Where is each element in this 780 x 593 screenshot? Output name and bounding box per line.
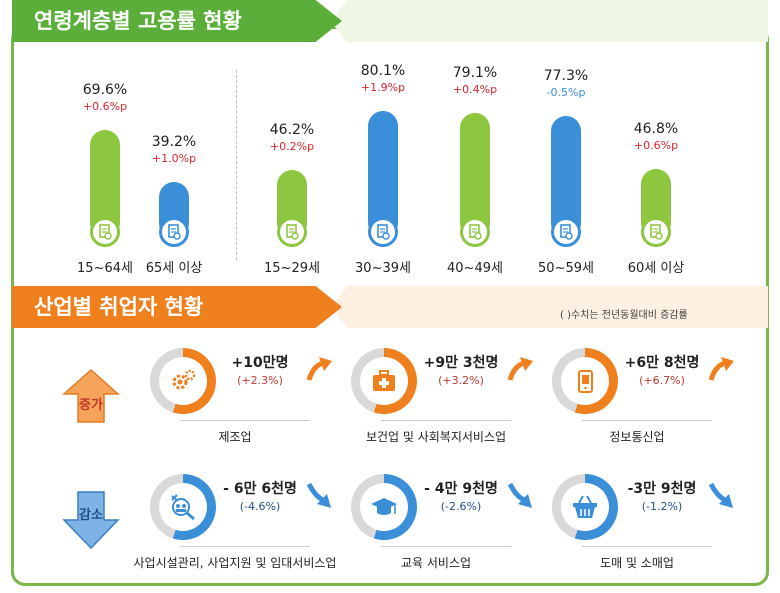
change-label: +0.2%p bbox=[269, 140, 315, 153]
increase-change: (+3.2%) bbox=[438, 374, 484, 387]
increase-ring-0 bbox=[150, 348, 216, 414]
people-search-icon bbox=[159, 483, 207, 531]
category-label: 40~49세 bbox=[447, 261, 503, 276]
increase-change: (+2.3%) bbox=[237, 374, 283, 387]
bar-label-group: 77.3% -0.5%p bbox=[526, 68, 606, 99]
bar-3 bbox=[368, 111, 398, 238]
report-icon bbox=[460, 217, 490, 247]
decrease-label: 감소 bbox=[79, 508, 103, 523]
increase-change: (+6.7%) bbox=[639, 374, 685, 387]
decrease-change: (-4.6%) bbox=[239, 500, 281, 513]
trend-down-icon bbox=[305, 480, 335, 516]
decrease-value: - 4만 9천명 bbox=[424, 481, 498, 497]
separator-line bbox=[180, 420, 310, 421]
separator-line bbox=[381, 546, 511, 547]
up-arrow-icon bbox=[62, 368, 120, 423]
decrease-ring-1 bbox=[351, 474, 417, 540]
report-icon bbox=[90, 217, 120, 247]
category-label: 65세 이상 bbox=[145, 261, 203, 276]
increase-industry-name: 보건업 및 사회복지서비스업 bbox=[365, 430, 507, 444]
increase-value: +9만 3천명 bbox=[423, 355, 499, 371]
decrease-industry-name: 교육 서비스업 bbox=[400, 556, 472, 570]
decrease-change: (-2.6%) bbox=[440, 500, 482, 513]
increase-value: +6만 8천명 bbox=[624, 355, 700, 371]
banner2-strip bbox=[330, 286, 768, 328]
value-label: 77.3% bbox=[543, 68, 589, 84]
separator-line bbox=[381, 420, 511, 421]
gear-icon bbox=[159, 357, 207, 405]
change-label: -0.5%p bbox=[546, 86, 586, 99]
group-divider bbox=[236, 70, 237, 260]
decrease-value: -3만 9천명 bbox=[627, 481, 697, 497]
change-label: +0.6%p bbox=[633, 139, 679, 152]
category-label: 60세 이상 bbox=[627, 261, 685, 276]
bar-label-group: 46.2% +0.2%p bbox=[252, 122, 332, 153]
value-label: 80.1% bbox=[360, 63, 406, 79]
change-label: +0.6%p bbox=[82, 100, 128, 113]
bar-label-group: 39.2% +1.0%p bbox=[134, 134, 214, 165]
report-icon bbox=[159, 217, 189, 247]
section1-title: 연령계층별 고용률 현황 bbox=[12, 0, 342, 42]
decrease-ring-2 bbox=[552, 474, 618, 540]
change-label: +0.4%p bbox=[452, 83, 498, 96]
category-label: 30~39세 bbox=[355, 261, 411, 276]
report-icon bbox=[368, 217, 398, 247]
smartphone-icon bbox=[561, 357, 609, 405]
trend-up-icon bbox=[707, 354, 737, 388]
decrease-change: (-1.2%) bbox=[641, 500, 683, 513]
value-label: 46.2% bbox=[269, 122, 315, 138]
decrease-industry-name: 도매 및 소매업 bbox=[600, 556, 674, 570]
value-label: 79.1% bbox=[452, 65, 498, 81]
change-label: +1.9%p bbox=[360, 81, 406, 94]
category-label: 15~64세 bbox=[77, 261, 133, 276]
increase-ring-1 bbox=[351, 348, 417, 414]
trend-down-icon bbox=[506, 480, 536, 516]
report-icon bbox=[551, 217, 581, 247]
increase-ring-2 bbox=[552, 348, 618, 414]
first-aid-kit-icon bbox=[360, 357, 408, 405]
separator-line bbox=[582, 420, 712, 421]
value-label: 69.6% bbox=[82, 82, 128, 98]
down-arrow-icon bbox=[62, 491, 120, 550]
shopping-basket-icon bbox=[561, 483, 609, 531]
trend-up-icon bbox=[305, 354, 335, 388]
decrease-ring-0 bbox=[150, 474, 216, 540]
value-label: 39.2% bbox=[151, 134, 197, 150]
separator-line bbox=[180, 546, 310, 547]
graduation-cap-icon bbox=[360, 483, 408, 531]
decrease-arrow: 감소 bbox=[62, 490, 120, 554]
value-label: 46.8% bbox=[633, 121, 679, 137]
bar-label-group: 69.6% +0.6%p bbox=[65, 82, 145, 113]
section2-title: 산업별 취업자 현황 bbox=[12, 286, 342, 328]
separator-line bbox=[582, 546, 712, 547]
category-label: 15~29세 bbox=[264, 261, 320, 276]
bar-label-group: 80.1% +1.9%p bbox=[343, 63, 423, 94]
trend-up-icon bbox=[506, 354, 536, 388]
report-icon bbox=[641, 217, 671, 247]
decrease-value: - 6만 6천명 bbox=[223, 481, 297, 497]
report-icon bbox=[277, 217, 307, 247]
bar-label-group: 46.8% +0.6%p bbox=[616, 121, 696, 152]
category-label: 50~59세 bbox=[538, 261, 594, 276]
section2-note: ( )수치는 전년동월대비 증감률 bbox=[560, 310, 688, 321]
increase-label: 증가 bbox=[79, 398, 103, 413]
bar-label-group: 79.1% +0.4%p bbox=[435, 65, 515, 96]
increase-industry-name: 제조업 bbox=[218, 430, 252, 444]
increase-value: +10만명 bbox=[231, 355, 289, 371]
increase-arrow: 증가 bbox=[62, 368, 120, 428]
increase-industry-name: 정보통신업 bbox=[609, 430, 665, 444]
decrease-industry-name: 사업시설관리, 사업지원 및 임대서비스업 bbox=[133, 556, 337, 570]
trend-down-icon bbox=[707, 480, 737, 516]
banner1-strip bbox=[330, 0, 768, 42]
change-label: +1.0%p bbox=[151, 152, 197, 165]
